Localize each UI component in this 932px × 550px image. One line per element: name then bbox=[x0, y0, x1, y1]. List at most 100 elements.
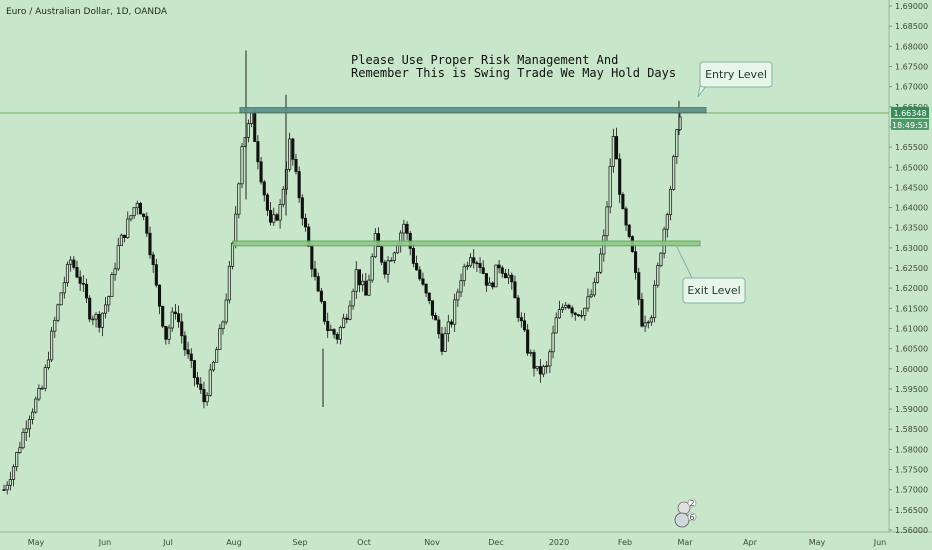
candle-body bbox=[65, 263, 70, 284]
price-tick-label: 1.58000 bbox=[895, 445, 928, 454]
time-tick-label: May bbox=[809, 538, 826, 547]
candle-body bbox=[215, 349, 219, 363]
candle-body bbox=[8, 479, 12, 486]
candle-body bbox=[605, 206, 609, 237]
candle-body bbox=[5, 484, 9, 491]
candle-body bbox=[326, 320, 330, 331]
candle-body bbox=[405, 223, 409, 234]
candle-body bbox=[240, 146, 244, 185]
entry-callout-box[interactable] bbox=[699, 61, 773, 88]
event-badges[interactable]: 2 6 bbox=[674, 498, 697, 528]
candle-body bbox=[456, 291, 460, 301]
candle-body bbox=[138, 202, 143, 215]
price-tick-label: 1.67000 bbox=[895, 83, 928, 92]
candle-body bbox=[272, 214, 276, 223]
price-tick-label: 1.58500 bbox=[895, 425, 928, 434]
price-tick-label: 1.56000 bbox=[895, 526, 928, 535]
candle-body bbox=[586, 296, 590, 309]
candle-body bbox=[545, 365, 549, 368]
candle-body bbox=[475, 262, 479, 265]
time-tick-label: Apr bbox=[743, 538, 758, 547]
price-tick-label: 1.64000 bbox=[895, 204, 928, 213]
price-tick-label: 1.65000 bbox=[895, 163, 928, 172]
candle-body bbox=[567, 304, 571, 309]
price-tick-label: 1.59500 bbox=[895, 385, 928, 394]
candle-body bbox=[535, 366, 539, 369]
candle-body bbox=[624, 208, 628, 226]
candle-body bbox=[157, 284, 162, 307]
price-tick-label: 1.60500 bbox=[895, 345, 928, 354]
candle-body bbox=[402, 223, 406, 234]
candle-body bbox=[665, 214, 669, 230]
candle-body bbox=[145, 216, 149, 234]
candle-body bbox=[478, 263, 482, 269]
candle-body bbox=[468, 257, 473, 267]
candle-body bbox=[367, 279, 371, 296]
candle-body bbox=[510, 274, 514, 283]
candle-body bbox=[104, 304, 108, 314]
candle-body bbox=[126, 218, 130, 238]
candle-body bbox=[15, 452, 19, 468]
candle-body bbox=[37, 387, 41, 400]
candle-body bbox=[202, 389, 206, 403]
candle-body bbox=[91, 318, 95, 321]
entry-zone[interactable] bbox=[239, 107, 707, 114]
time-tick-label: Jun bbox=[873, 538, 887, 547]
candle-body bbox=[310, 245, 314, 270]
candle-body bbox=[668, 189, 673, 215]
candle-body bbox=[392, 252, 396, 261]
candle-body bbox=[472, 257, 476, 264]
candle-body bbox=[345, 317, 349, 320]
candle-body bbox=[637, 272, 641, 300]
candle-body bbox=[234, 213, 238, 244]
time-tick-label: Mar bbox=[677, 538, 693, 547]
candle-body bbox=[31, 411, 35, 420]
candle-body bbox=[196, 377, 200, 385]
candle-body bbox=[583, 307, 587, 316]
candle-body bbox=[230, 242, 235, 267]
time-tick-label: Sep bbox=[292, 538, 307, 547]
exit-callout-box[interactable] bbox=[682, 277, 746, 304]
candle-body bbox=[332, 329, 336, 335]
symbol-title: Euro / Australian Dollar, 1D, OANDA bbox=[6, 7, 168, 17]
candle-body bbox=[218, 328, 222, 350]
candle-body bbox=[627, 224, 631, 237]
candle-body bbox=[288, 138, 292, 170]
candle-body bbox=[427, 292, 431, 302]
candle-body bbox=[538, 366, 542, 375]
candle-body bbox=[94, 314, 98, 320]
exit-zone[interactable] bbox=[232, 240, 701, 247]
candle-body bbox=[522, 320, 527, 331]
candle-body bbox=[142, 213, 146, 217]
badge-count-top: 2 bbox=[689, 499, 694, 508]
candle-body bbox=[551, 332, 555, 353]
candle-body bbox=[208, 369, 212, 396]
countdown-tag bbox=[891, 118, 929, 130]
candle-body bbox=[78, 276, 82, 284]
time-tick-label: May bbox=[28, 538, 45, 547]
candle-body bbox=[338, 327, 342, 340]
candle-body bbox=[484, 273, 488, 286]
candle-body bbox=[303, 217, 308, 228]
candle-body bbox=[580, 315, 584, 317]
price-tick-label: 1.56500 bbox=[895, 506, 928, 515]
note-line-2: Remember This is Swing Trade We May Hold… bbox=[351, 66, 676, 80]
time-tick-label: 2020 bbox=[549, 538, 569, 547]
time-tick-label: Oct bbox=[357, 538, 371, 547]
time-axis-ticks: May Jun Jul Aug Sep Oct Nov Dec 2020 Feb Mar Apr May… bbox=[28, 538, 887, 547]
entry-callout-label: Entry Level bbox=[705, 68, 767, 81]
price-tick-label: 1.60000 bbox=[895, 365, 928, 374]
candle-body bbox=[351, 290, 355, 307]
candle-body bbox=[262, 181, 266, 196]
price-tick-label: 1.57500 bbox=[895, 466, 928, 475]
time-tick-label: Dec bbox=[488, 538, 503, 547]
candle-body bbox=[291, 138, 295, 160]
last-price-value: 1.66348 bbox=[893, 109, 926, 118]
candle-body bbox=[646, 321, 650, 324]
last-price-tag bbox=[891, 106, 929, 118]
candle-body bbox=[259, 161, 263, 183]
candle-body bbox=[88, 297, 92, 320]
candle-body bbox=[107, 296, 111, 306]
candle-body bbox=[297, 171, 301, 199]
